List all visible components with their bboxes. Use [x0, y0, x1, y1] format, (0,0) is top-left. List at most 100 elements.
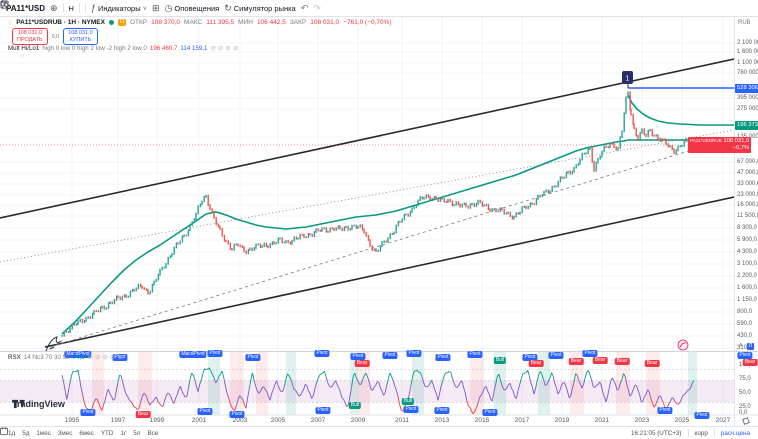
indicator-value-2: 114 159,1 — [180, 44, 208, 52]
price-tick-label: 395 000,0 — [737, 95, 758, 101]
time-axis-label: 1999 — [149, 417, 165, 424]
price-tick-label: 4 300,0 — [737, 249, 758, 255]
signal-label-pivot: Pivot — [207, 349, 223, 357]
signal-label-bear: Bear — [742, 358, 758, 366]
buy-label: КУПИТЬ — [69, 36, 92, 43]
rsx-action-icons[interactable]: ⊘⊘⊘⊘⊘ — [87, 354, 125, 361]
clock[interactable]: 16:21:05 (UTC+3) — [630, 429, 682, 437]
time-axis-label: 2027 — [715, 417, 731, 424]
buy-price: 108 031,0 — [68, 30, 93, 36]
replay-icon: ↻ — [224, 2, 232, 13]
signal-label-bear: Bear — [592, 356, 608, 364]
range-button-Все[interactable]: Все — [147, 429, 159, 437]
auto-scale-button[interactable]: А — [739, 343, 743, 349]
chevron-down-icon: ∨ — [142, 5, 148, 12]
log-scale-button[interactable]: Л — [746, 343, 755, 350]
indicator-params: high 0 low 0 high 2 low -2 high 2 low 0 — [42, 44, 147, 52]
indicator-name: Mult Hi/Lo1 — [8, 44, 40, 52]
high-label: МАКС — [184, 19, 203, 26]
time-axis-label: 2025 — [674, 417, 690, 424]
redo-icon[interactable]: ↷ — [313, 2, 321, 13]
alerts-button[interactable]: ◷ Оповещения — [164, 2, 220, 13]
price-tick-label: 275 000,0 — [737, 106, 758, 112]
signal-label-bull: Bull — [493, 356, 507, 364]
price-tick-label: 590,0 — [737, 321, 753, 327]
gear-icon[interactable] — [741, 416, 751, 426]
panel-toggle-icon[interactable] — [0, 0, 9, 9]
signal-label-pivot: Pivot — [548, 351, 564, 359]
mult-hilo-legend[interactable]: Mult Hi/Lo1 high 0 low 0 high 2 low -2 h… — [8, 44, 241, 53]
price-scale-unit[interactable]: RUB — [738, 20, 751, 26]
trade-panel: 108 031,0 ПРОДАТЬ 0,0 108 031,0 КУПИТЬ — [12, 28, 98, 46]
collapsed-indicator-icon[interactable]: ○ — [20, 53, 25, 60]
price-tick-label: 1 100 000,0 — [737, 60, 758, 66]
signal-label-pivot: Pivot — [245, 353, 261, 361]
buy-button[interactable]: 108 031,0 КУПИТЬ — [63, 28, 98, 46]
market-open-dot — [108, 20, 114, 25]
signal-label-pivot: Pivot — [482, 408, 498, 416]
range-button-3мес[interactable]: 3мес — [57, 429, 73, 437]
rsx-params: 14 hlc3 70 30 90 — [23, 353, 70, 361]
open-label: ОТКР — [129, 19, 148, 26]
series-legend[interactable]: ○ PA11*USDRUB · 1H · NYMEX D ОТКР 108 37… — [8, 19, 392, 26]
last-price-change: −0,7% — [732, 144, 750, 151]
signal-label-bear: Bear — [614, 357, 630, 365]
price-label-ma: 196 373,0 — [735, 121, 758, 130]
market-simulator-button[interactable]: ↻ Симулятор рынка — [224, 2, 296, 13]
range-button-5л[interactable]: 5л — [133, 429, 141, 437]
high-value: 111 395,5 — [206, 19, 235, 26]
signal-label-bull: Bull — [401, 397, 415, 405]
price-tick-label: 11 500,0 — [737, 213, 758, 219]
rsx-legend[interactable]: RSX 14 hlc3 70 30 90 74,6 ⊘⊘⊘⊘⊘ — [8, 353, 125, 362]
last-price-symbol: PA11*USDRUB — [690, 138, 722, 143]
range-button-1г[interactable]: 1г — [120, 429, 127, 437]
adjusted-toggle[interactable]: корр — [694, 429, 708, 437]
indicator-action-icons[interactable]: ⊘⊘⊘⊘ — [210, 45, 241, 52]
time-axis-label: 2007 — [310, 417, 326, 424]
spread-value: 0,0 — [51, 33, 60, 40]
calendar-icon[interactable] — [0, 427, 8, 435]
svg-text:1: 1 — [626, 76, 630, 83]
range-button-1мес[interactable]: 1мес — [36, 429, 51, 437]
price-tick-label: 33 000,0 — [737, 181, 758, 187]
range-button-5д[interactable]: 5д — [22, 429, 30, 437]
layout-grid-icon[interactable]: ⊞ — [152, 2, 160, 13]
price-tick-label: 3 100,0 — [737, 261, 758, 267]
range-buttons: 1д 5д 1мес 3мес 6мес YTD 1г 5л Все — [8, 430, 158, 437]
undo-icon[interactable]: ↶ — [300, 2, 309, 13]
signal-label-pivot: Pivot — [315, 406, 331, 414]
open-value: 108 370,0 — [151, 19, 181, 26]
price-tick-label: 16 000,0 — [737, 202, 758, 208]
sell-button[interactable]: 108 031,0 ПРОДАТЬ — [12, 28, 48, 46]
delayed-data-badge[interactable]: D — [117, 19, 126, 26]
candlestick-style-icon[interactable] — [0, 0, 9, 9]
scale-mode-buttons: А Л — [737, 343, 755, 350]
price-tick-label: 47 000,0 — [737, 170, 758, 176]
top-toolbar: PA11*USD ⊕ H ƒ Индикаторы ∨ ⊞ ◷ Оповещен… — [0, 0, 758, 17]
rsi-tick-label: 75,0 — [739, 376, 751, 382]
time-axis-label: 2021 — [594, 417, 610, 424]
toolbar-divider — [78, 3, 80, 13]
change-value: −761,0 (−0,70%) — [343, 19, 392, 26]
price-tick-label: 67 000,0 — [737, 159, 758, 165]
range-button-6мес[interactable]: 6мес — [79, 429, 94, 437]
range-button-YTD[interactable]: YTD — [100, 429, 114, 437]
tradingview-logo[interactable]: TradingView — [12, 399, 65, 409]
price-tick-label: 5 900,0 — [737, 237, 758, 243]
indicators-button[interactable]: ƒ Индикаторы ∨ — [90, 2, 148, 13]
compare-add-icon[interactable]: ⊕ — [49, 2, 58, 13]
price-tick-label: 310,0 — [737, 345, 753, 351]
sell-label: ПРОДАТЬ — [17, 36, 43, 43]
price-tick-label: 1 600,0 — [737, 285, 758, 291]
settlement-price-toggle[interactable]: расч.цена — [720, 429, 750, 437]
alarm-clock-icon: ◷ — [164, 2, 173, 13]
interval-button[interactable]: H — [68, 3, 74, 13]
range-button-1д[interactable]: 1д — [8, 429, 16, 437]
price-tick-label: 2 100 000,0 — [737, 40, 758, 46]
symbol-search[interactable]: PA11*USD — [0, 0, 45, 13]
indicator-value-1: 196 460,7 — [149, 44, 178, 52]
signal-label-macdpivot: MacdPivot — [64, 350, 92, 358]
signal-label-pivot: Pivot — [522, 353, 538, 361]
